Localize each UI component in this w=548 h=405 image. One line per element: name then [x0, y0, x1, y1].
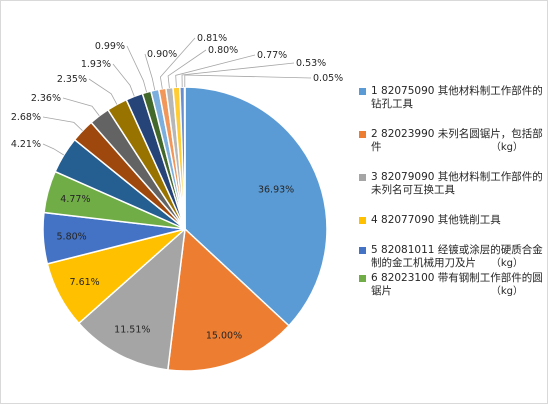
legend-unit: （kg） [491, 257, 523, 270]
leader-line-9 [63, 98, 99, 116]
leader-line-11 [113, 64, 134, 96]
legend-swatch [359, 131, 366, 138]
slice-label-9: 2.36% [31, 93, 61, 104]
slice-label-4: 7.61% [70, 277, 100, 288]
leader-line-7 [43, 144, 64, 155]
slice-label-5: 5.80% [57, 232, 87, 243]
legend-text: 3 82079090 其他材料制工作部件的未列名可互换工具 [371, 171, 543, 196]
legend-swatch [359, 88, 366, 95]
leader-line-18 [185, 75, 311, 87]
legend-unit: （kg） [491, 285, 523, 298]
leader-line-14 [160, 38, 195, 89]
leader-line-10 [89, 79, 117, 104]
legend-swatch [359, 217, 366, 224]
legend-swatch [359, 247, 366, 254]
slice-label-3: 11.51% [114, 325, 150, 336]
legend: 1 82075090 其他材料制工作部件的钻孔工具 2 82023990 未列名圆… [359, 85, 545, 315]
slice-label-11: 1.93% [81, 59, 111, 70]
legend-text: 4 82077090 其他铣削工具 [371, 214, 501, 226]
slice-label-10: 2.35% [57, 74, 87, 85]
leader-line-8 [43, 117, 83, 131]
slice-label-15: 0.80% [208, 45, 238, 56]
slice-label-17: 0.53% [296, 58, 326, 69]
slice-label-1: 36.93% [258, 184, 294, 195]
slice-label-14: 0.81% [197, 33, 227, 44]
slice-label-6: 4.77% [60, 194, 90, 205]
legend-item-3: 3 82079090 其他材料制工作部件的未列名可互换工具 [359, 171, 545, 197]
legend-item-2: 2 82023990 未列名圆锯片，包括部件（kg） [359, 128, 545, 154]
legend-swatch [359, 275, 366, 282]
slice-label-12: 0.99% [95, 41, 125, 52]
slice-label-13: 0.90% [147, 49, 177, 60]
legend-swatch [359, 174, 366, 181]
legend-item-6: 6 82023100 带有钢制工作部件的圆锯片（kg） [359, 272, 545, 298]
legend-text: 1 82075090 其他材料制工作部件的钻孔工具 [371, 85, 543, 110]
slice-label-16: 0.77% [257, 50, 287, 61]
legend-item-1: 1 82075090 其他材料制工作部件的钻孔工具 [359, 85, 545, 111]
slice-label-7: 4.21% [11, 139, 41, 150]
legend-unit: （kg） [491, 141, 523, 154]
slice-label-2: 15.00% [206, 331, 242, 342]
slice-label-8: 2.68% [11, 112, 41, 123]
legend-item-5: 5 82081011 经镀或涂层的硬质合金制的金工机械用刀及片（kg） [359, 244, 545, 270]
legend-item-4: 4 82077090 其他铣削工具 [359, 214, 545, 227]
slice-label-18: 0.05% [313, 73, 343, 84]
